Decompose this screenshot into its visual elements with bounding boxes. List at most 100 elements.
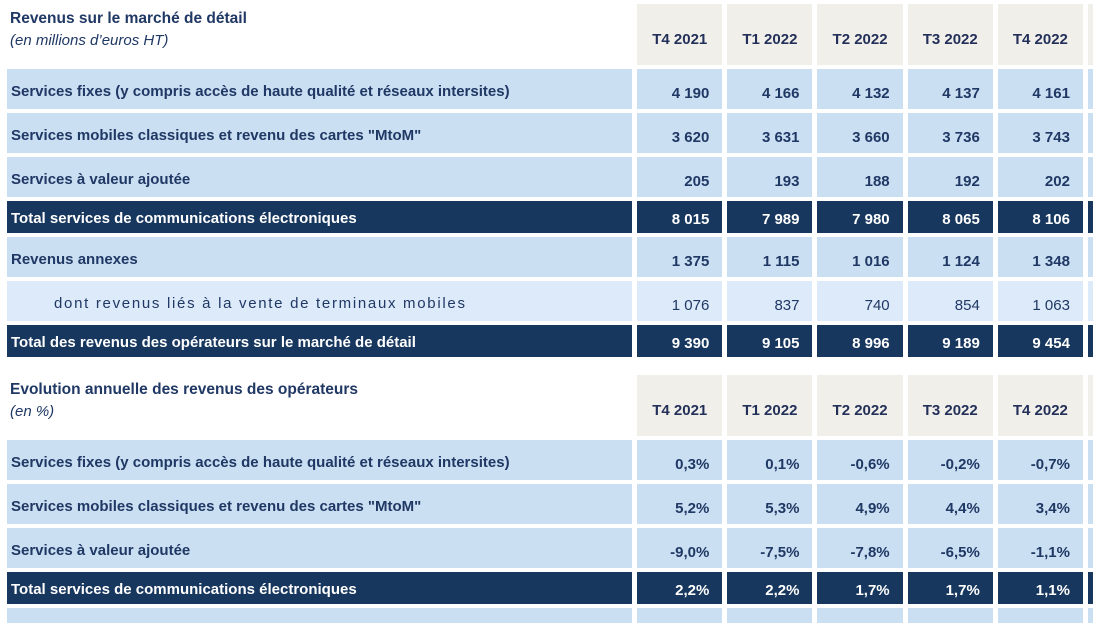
- column-header: T2 2022: [817, 375, 903, 436]
- value-cell: 192: [907, 157, 993, 197]
- value-cell: 5,3%: [727, 484, 813, 524]
- value-cell: 3,4%: [997, 484, 1083, 524]
- value-cell: 188: [817, 157, 903, 197]
- header-row: Evolution annuelle des revenus des opéra…: [7, 375, 1093, 436]
- table-row: Revenus annexes 1 375 1 115 1 016 1 124 1 348: [7, 237, 1093, 277]
- row-label: Revenus annexes: [7, 237, 633, 277]
- value-cell: 1,7%: [817, 572, 903, 604]
- value-cell: 8 065: [907, 201, 993, 233]
- value-cell: 4,9%: [817, 484, 903, 524]
- table-subtitle: (en millions d’euros HT): [10, 32, 169, 50]
- value-cell: 854: [907, 281, 993, 321]
- clipped-column-header: [1087, 4, 1093, 65]
- value-cell: -6,5%: [907, 528, 993, 568]
- table-row: Services fixes (y compris accès de haute…: [7, 69, 1093, 109]
- table-row: Total services de communications électro…: [7, 572, 1093, 604]
- clipped-column-cell: [1087, 237, 1093, 277]
- value-cell: 4,8%: [907, 608, 993, 623]
- column-header: T4 2021: [637, 4, 723, 65]
- table-row: dont revenus liés à la vente de terminau…: [7, 281, 1093, 321]
- value-cell: 4 190: [637, 69, 723, 109]
- value-cell: 3 660: [817, 113, 903, 153]
- value-cell: 1 124: [907, 237, 993, 277]
- value-cell: 4 132: [817, 69, 903, 109]
- value-cell: -2,0%: [997, 608, 1083, 623]
- value-cell: 1 016: [817, 237, 903, 277]
- value-cell: 9 454: [997, 325, 1083, 357]
- table-title: Revenus sur le marché de détail: [10, 10, 247, 27]
- value-cell: -0,7%: [997, 440, 1083, 480]
- clipped-column-cell: [1087, 608, 1093, 623]
- value-cell: 3 631: [727, 113, 813, 153]
- clipped-column-header: [1087, 375, 1093, 436]
- value-cell: 1,1%: [997, 572, 1083, 604]
- table-row: Services fixes (y compris accès de haute…: [7, 440, 1093, 480]
- value-cell: 0,1%: [727, 440, 813, 480]
- clipped-column-cell: [1087, 113, 1093, 153]
- value-cell: 3 620: [637, 113, 723, 153]
- value-cell: 4 137: [907, 69, 993, 109]
- column-header: T1 2022: [727, 375, 813, 436]
- value-cell: 5,2%: [637, 484, 723, 524]
- value-cell: 4 166: [727, 69, 813, 109]
- row-label: dont revenus liés à la vente de terminau…: [7, 281, 633, 321]
- value-cell: 7 980: [817, 201, 903, 233]
- clipped-column-cell: [1087, 484, 1093, 524]
- value-cell: 205: [637, 157, 723, 197]
- row-label: Total services de communications électro…: [7, 572, 633, 604]
- retail-revenue-table: Revenus sur le marché de détail (en mill…: [2, 0, 1093, 361]
- row-label: Services mobiles classiques et revenu de…: [7, 484, 633, 524]
- value-cell: -0,6%: [817, 440, 903, 480]
- column-header: T4 2022: [997, 4, 1083, 65]
- table-row: Services à valeur ajoutée -9,0% -7,5% -7,8%…: [7, 528, 1093, 568]
- value-cell: 202: [997, 157, 1083, 197]
- value-cell: -0,2%: [907, 440, 993, 480]
- value-cell: 1,0%: [817, 608, 903, 623]
- value-cell: 4 161: [997, 69, 1083, 109]
- value-cell: 9 105: [727, 325, 813, 357]
- table-row: Services mobiles classiques et revenu de…: [7, 484, 1093, 524]
- table-title-cell: Revenus sur le marché de détail (en mill…: [7, 4, 632, 65]
- table-subtitle: (en %): [10, 403, 55, 421]
- clipped-column-cell: [1087, 69, 1093, 109]
- value-cell: 1 115: [727, 237, 813, 277]
- column-header: T1 2022: [727, 4, 813, 65]
- header-row: Revenus sur le marché de détail (en mill…: [7, 4, 1093, 65]
- row-label: Services fixes (y compris accès de haute…: [7, 440, 633, 480]
- row-label: Services à valeur ajoutée: [7, 157, 633, 197]
- value-cell: 9 189: [907, 325, 993, 357]
- value-cell: 7 989: [727, 201, 813, 233]
- clipped-column-cell: [1087, 440, 1093, 480]
- table-title: Evolution annuelle des revenus des opéra…: [10, 381, 358, 398]
- column-header: T2 2022: [817, 4, 903, 65]
- row-label: Services mobiles classiques et revenu de…: [7, 113, 633, 153]
- row-label: Total services de communications électro…: [7, 201, 633, 233]
- table-title-cell: Evolution annuelle des revenus des opéra…: [7, 375, 632, 436]
- table-row: Revenus annexes -0,2% 7,2% 1,0% 4,8% -2,0%: [7, 608, 1093, 623]
- column-header: T4 2021: [637, 375, 723, 436]
- value-cell: 1 348: [997, 237, 1083, 277]
- value-cell: 9 390: [637, 325, 723, 357]
- value-cell: 193: [727, 157, 813, 197]
- value-cell: -0,2%: [637, 608, 723, 623]
- table-row: Services à valeur ajoutée 205 193 188 192 202: [7, 157, 1093, 197]
- value-cell: 2,2%: [637, 572, 723, 604]
- value-cell: 2,2%: [727, 572, 813, 604]
- column-header: T4 2022: [997, 375, 1083, 436]
- clipped-column-cell: [1087, 201, 1093, 233]
- value-cell: 1 063: [997, 281, 1083, 321]
- value-cell: 7,2%: [727, 608, 813, 623]
- value-cell: -7,8%: [817, 528, 903, 568]
- clipped-column-cell: [1087, 325, 1093, 357]
- value-cell: 8 015: [637, 201, 723, 233]
- table-row: Total services de communications électro…: [7, 201, 1093, 233]
- value-cell: 3 736: [907, 113, 993, 153]
- value-cell: 740: [817, 281, 903, 321]
- column-header: T3 2022: [907, 375, 993, 436]
- annual-evolution-table: Evolution annuelle des revenus des opéra…: [2, 371, 1093, 623]
- value-cell: 0,3%: [637, 440, 723, 480]
- row-label: Revenus annexes: [7, 608, 633, 623]
- value-cell: 8 996: [817, 325, 903, 357]
- table-row: Total des revenus des opérateurs sur le …: [7, 325, 1093, 357]
- value-cell: -7,5%: [727, 528, 813, 568]
